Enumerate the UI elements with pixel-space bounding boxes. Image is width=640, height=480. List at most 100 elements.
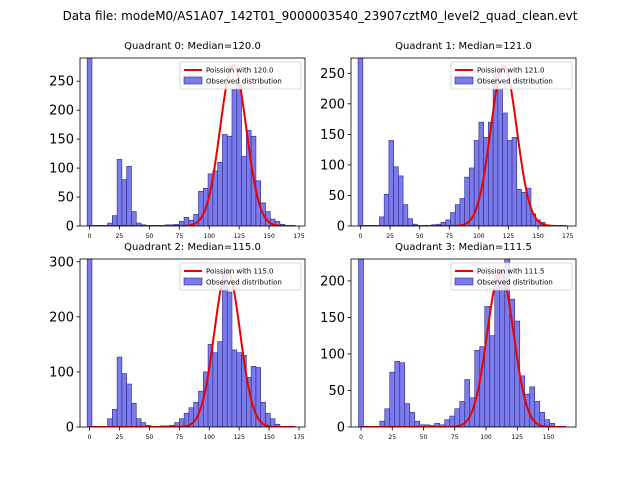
x-tick-label: 25: [386, 233, 394, 240]
y-tick-label: 250: [49, 75, 74, 90]
legend-poisson-label: Poission with 121.0: [477, 67, 545, 75]
legend-observed-label: Observed distribution: [477, 279, 553, 287]
legend-poisson-label: Poission with 120.0: [206, 67, 274, 75]
x-tick-label: 0: [88, 233, 92, 240]
quadrant-0-legend: Poission with 120.0 Observed distribution: [179, 61, 302, 90]
histogram-bar: [107, 418, 113, 427]
y-tick-label: 200: [49, 310, 74, 325]
legend-observed-label: Observed distribution: [206, 78, 282, 86]
x-tick-label: 100: [480, 434, 492, 441]
histogram-bar: [459, 198, 465, 226]
histogram-bar: [86, 58, 93, 226]
legend-box: [450, 61, 573, 90]
legend-box: [450, 262, 573, 291]
quadrant-3-title: Quadrant 3: Median=111.5: [395, 242, 532, 253]
y-tick-label: 50: [57, 191, 74, 206]
histogram-bar: [131, 211, 137, 226]
quadrant-3-legend: Poission with 111.5 Observed distribution: [450, 262, 573, 291]
y-tick-label: 100: [49, 365, 74, 380]
histogram-bar: [126, 383, 132, 427]
poisson-curve: [89, 268, 296, 427]
histogram-bar: [454, 204, 461, 226]
quadrant-2-legend: Poission with 115.0 Observed distribution: [179, 262, 302, 291]
y-tick-label: 50: [328, 189, 345, 204]
y-tick-label: 100: [49, 162, 74, 177]
legend-bar-swatch: [454, 76, 474, 85]
x-tick-label: 50: [420, 434, 428, 441]
legend-bar-swatch: [183, 277, 203, 286]
quadrant-2-panel: Quadrant 2: Median=115.0 0 100 200 300 0 25 50 7…: [49, 242, 306, 441]
quadrant-3-bars: [358, 259, 556, 427]
legend-observed-label: Observed distribution: [206, 279, 282, 287]
x-tick-label: 75: [451, 434, 459, 441]
histogram-bar: [86, 259, 93, 427]
histogram-bar: [274, 221, 281, 226]
subplot-grid: Quadrant 0: Median=120.00501001502002500…: [49, 41, 577, 441]
histogram-bar: [521, 192, 527, 226]
y-tick-label: 0: [66, 421, 74, 436]
x-tick-label: 25: [116, 434, 124, 441]
histogram-bar: [489, 335, 496, 427]
histogram-bar: [217, 341, 223, 427]
histogram-bar: [226, 291, 233, 427]
histogram-bar: [516, 189, 522, 226]
axes-frame: [350, 57, 577, 227]
histogram-bar: [121, 179, 127, 226]
poisson-curve: [89, 63, 296, 226]
quadrant-0-title: Quadrant 0: Median=120.0: [124, 41, 261, 52]
x-tick-label: 25: [116, 233, 124, 240]
x-tick-label: 125: [233, 434, 245, 441]
y-tick-label: 200: [49, 104, 74, 119]
x-tick-label: 0: [359, 434, 363, 441]
quadrant-2-title: Quadrant 2: Median=115.0: [124, 242, 261, 253]
x-tick-label: 75: [176, 233, 184, 240]
histogram-bar: [222, 134, 228, 226]
y-tick-label: 0: [66, 220, 74, 235]
legend-poisson-label: Poission with 111.5: [477, 268, 545, 276]
histogram-bar: [502, 112, 508, 226]
histogram-bar: [388, 140, 394, 226]
y-tick-label: 150: [320, 311, 345, 326]
x-tick-label: 125: [503, 233, 515, 240]
legend-box: [179, 61, 302, 90]
histogram-bar: [231, 349, 238, 427]
quadrant-0-panel: Quadrant 0: Median=120.0 0 50 100 150 200 250 0…: [49, 41, 306, 240]
figure-title: Data file: modeM0/AS1A07_142T01_90000035…: [63, 9, 578, 23]
x-tick-label: 150: [532, 233, 544, 240]
legend-box: [179, 262, 302, 291]
quadrant-1-title: Quadrant 1: Median=121.0: [395, 41, 532, 52]
histogram-bar: [384, 408, 391, 427]
x-tick-label: 150: [543, 434, 555, 441]
histogram-bar: [478, 121, 484, 226]
histogram-bar: [444, 419, 451, 427]
histogram-bar: [389, 371, 396, 427]
axes-frame: [350, 258, 577, 428]
histogram-bar: [358, 259, 364, 427]
histogram-bar: [121, 373, 127, 427]
histogram-bar: [236, 352, 242, 427]
y-tick-label: 150: [49, 133, 74, 148]
x-tick-label: 175: [562, 233, 574, 240]
histogram-bar: [112, 409, 118, 427]
x-tick-label: 75: [176, 434, 184, 441]
axes-frame: [79, 57, 306, 227]
legend-bar-swatch: [183, 76, 203, 85]
histogram-bar: [402, 204, 409, 226]
x-tick-label: 100: [204, 233, 216, 240]
histogram-bar: [140, 422, 147, 427]
histogram-bar: [393, 166, 399, 226]
x-tick-label: 125: [512, 434, 524, 441]
histogram-bar: [226, 135, 233, 226]
histogram-bar: [231, 89, 238, 226]
histogram-bar: [454, 408, 461, 427]
histogram-bar: [116, 356, 123, 427]
x-tick-label: 175: [293, 434, 305, 441]
histogram-bar: [464, 176, 470, 226]
y-tick-label: 250: [320, 67, 345, 82]
histogram-bar: [511, 137, 518, 226]
histogram-bar: [549, 423, 556, 427]
x-tick-label: 50: [146, 233, 154, 240]
y-tick-label: 150: [320, 128, 345, 143]
y-tick-label: 300: [49, 255, 74, 270]
